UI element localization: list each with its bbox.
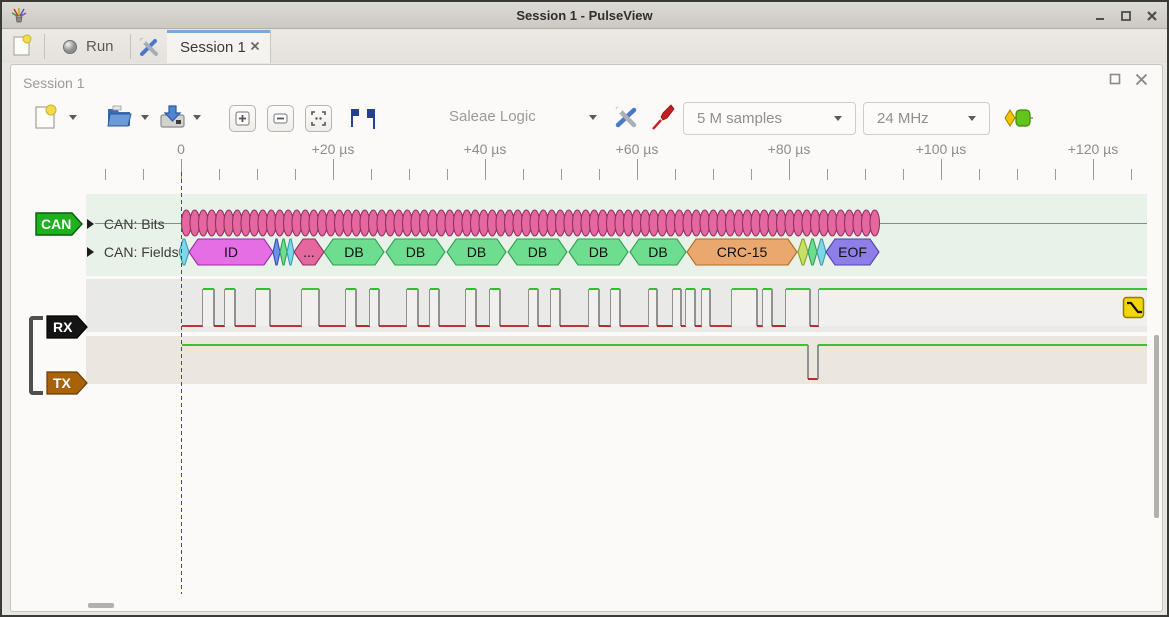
channel-tag-label: RX — [53, 319, 73, 335]
sample-count-dropdown — [834, 116, 842, 121]
sample-count-value: 5 M samples — [697, 110, 783, 127]
sample-rate-dropdown — [968, 116, 976, 121]
channel-tag-rx[interactable]: RX — [46, 315, 89, 339]
rx-row-background — [86, 279, 1147, 332]
channels-probe-icon[interactable] — [649, 103, 675, 131]
decoder-tag-can[interactable]: CAN — [35, 212, 84, 236]
decoder-row-fields-label: CAN: Fields — [103, 244, 179, 260]
titlebar[interactable]: Session 1 - PulseView — [2, 2, 1167, 29]
decoder-tag-label: CAN — [41, 216, 71, 232]
dock-float-button[interactable] — [1109, 73, 1121, 85]
sample-rate-combo[interactable]: 24 MHz — [863, 102, 990, 135]
channel-tag-label: TX — [53, 375, 72, 391]
decoder-row-background — [86, 194, 1147, 276]
run-state-icon — [63, 39, 77, 54]
decoder-row-bits[interactable]: CAN: Bits — [87, 216, 165, 232]
new-session-icon[interactable] — [12, 34, 32, 58]
open-dropdown[interactable] — [141, 115, 149, 120]
new-session-dropdown[interactable] — [69, 115, 77, 120]
trigger-markers-icon[interactable] — [349, 107, 379, 129]
run-label: Run — [86, 38, 114, 55]
dock-close-button[interactable] — [1135, 73, 1148, 86]
settings-tools-icon[interactable] — [138, 36, 160, 58]
new-session-icon[interactable] — [33, 103, 57, 131]
save-dropdown[interactable] — [193, 115, 201, 120]
expand-arrow-icon — [87, 247, 94, 257]
configure-device-icon[interactable] — [613, 104, 639, 130]
save-file-icon[interactable] — [159, 103, 187, 129]
zoom-fit-icon — [311, 111, 326, 126]
tx-row-background — [86, 336, 1147, 384]
tab-close-icon[interactable] — [250, 41, 260, 51]
session-dock-title: Session 1 — [23, 75, 85, 91]
zoom-in-button[interactable] — [229, 105, 256, 132]
active-tab-indicator — [167, 30, 270, 33]
toolbar-separator — [130, 34, 131, 59]
close-button[interactable] — [1145, 9, 1159, 23]
zoom-out-button[interactable] — [267, 105, 294, 132]
sample-count-combo[interactable]: 5 M samples — [683, 102, 856, 135]
sample-rate-value: 24 MHz — [877, 110, 929, 127]
open-file-icon[interactable] — [105, 103, 133, 129]
window-title: Session 1 - PulseView — [516, 8, 653, 23]
device-selector-dropdown[interactable] — [589, 115, 597, 120]
main-toolbar: Run Session 1 — [2, 30, 1167, 63]
session-toolbar: Saleae Logic 5 M samples 24 MHz — [11, 95, 1162, 139]
tab-label: Session 1 — [180, 39, 246, 56]
device-selector[interactable]: Saleae Logic — [449, 108, 536, 125]
app-logo-icon — [11, 8, 27, 23]
decoder-row-fields[interactable]: CAN: Fields — [87, 244, 179, 260]
zoom-out-icon — [273, 113, 288, 124]
horizontal-scrollbar[interactable] — [88, 603, 114, 608]
minimize-button[interactable] — [1093, 9, 1107, 23]
channel-group-bracket[interactable] — [29, 316, 43, 395]
expand-arrow-icon — [87, 219, 94, 229]
add-decoder-icon[interactable] — [1003, 107, 1035, 129]
channel-tag-tx[interactable]: TX — [46, 371, 89, 395]
run-button[interactable]: Run — [54, 33, 122, 60]
toolbar-separator — [44, 34, 45, 59]
vertical-scrollbar[interactable] — [1154, 335, 1159, 518]
zoom-in-icon — [235, 111, 250, 126]
decoder-row-bits-label: CAN: Bits — [103, 216, 165, 232]
maximize-button[interactable] — [1119, 9, 1133, 23]
zoom-fit-button[interactable] — [305, 105, 332, 132]
tab-session-1[interactable]: Session 1 — [167, 30, 271, 63]
